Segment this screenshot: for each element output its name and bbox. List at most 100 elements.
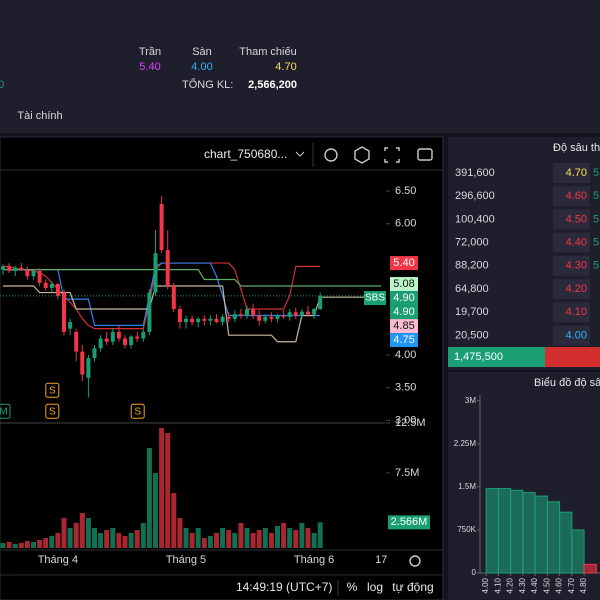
row-extra: 5 (593, 190, 599, 202)
volume-bar (43, 538, 49, 548)
price-tag (390, 305, 418, 320)
depth-x-label: 4.00 (481, 577, 490, 593)
candle-body (110, 331, 115, 342)
price-cell (553, 325, 590, 346)
candle-body (220, 316, 225, 323)
depth-x-label: 4.40 (530, 577, 539, 593)
depth-x-label: 4.20 (506, 577, 515, 593)
row-extra: 5 (593, 167, 599, 179)
volume-bar (311, 533, 317, 548)
row-volume: 19,700 (455, 306, 489, 318)
depth-step (546, 501, 561, 574)
settings-icon[interactable] (354, 146, 370, 164)
change: 0 (0, 79, 4, 91)
candle-body (159, 204, 164, 250)
x-tick-label: Tháng 4 (38, 554, 78, 566)
candle-body (62, 292, 66, 332)
gear-icon[interactable] (409, 555, 421, 567)
y-tick-label: 3.50 (395, 382, 416, 394)
price-tag (390, 256, 418, 271)
price-cell (553, 255, 590, 276)
candle-body (251, 308, 256, 316)
volume-bar (24, 541, 30, 548)
signal-label: M (0, 406, 8, 417)
indicator-icon[interactable] (324, 148, 338, 162)
price-tag (390, 277, 418, 292)
signal-box (0, 403, 11, 419)
bid-total-bar (448, 347, 545, 367)
volume-bar (220, 528, 226, 548)
candle-body (299, 311, 304, 316)
bid-total: 1,475,500 (454, 351, 503, 363)
volume-tick-label: 7.5M (395, 467, 419, 479)
candle-body (171, 286, 176, 309)
tab[interactable]: Tài chính (17, 110, 62, 122)
symbol-tag (364, 291, 386, 306)
volume-bar (275, 526, 280, 548)
ceiling-label: Trần (139, 46, 161, 58)
row-extra: 5 (593, 260, 599, 272)
depth-step (559, 511, 573, 574)
depth-step (485, 488, 499, 574)
depth-x-label: 4.80 (579, 577, 588, 593)
volume-bar (256, 530, 262, 548)
volume-bar (244, 528, 250, 548)
candle-body (275, 315, 280, 319)
volume-bar (189, 533, 195, 548)
candle-body (13, 267, 18, 271)
candle-body (19, 267, 24, 270)
price-tag-label: 4.85 (393, 320, 414, 332)
row-volume: 296,600 (455, 190, 495, 202)
volume-bar (214, 533, 219, 548)
candle-body (318, 295, 323, 309)
candle-body (68, 322, 73, 329)
candle-body (74, 331, 79, 352)
volume-bar (73, 523, 79, 548)
price-cell (553, 232, 590, 253)
row-volume: 100,400 (455, 213, 495, 225)
chart-panel (0, 136, 444, 600)
price-tag-label: 4.90 (393, 292, 414, 304)
price-tag (390, 291, 418, 306)
signal-label: S (49, 406, 56, 417)
log-button[interactable]: log (367, 580, 383, 594)
camera-icon[interactable] (417, 148, 433, 161)
candle-body (25, 269, 30, 277)
volume-bar (67, 528, 73, 548)
volume-bar (201, 538, 207, 548)
volume-bar (104, 530, 110, 548)
order-book: 391,600 4.70 5 296,600 4.60 5 100,400 4.50 5 72,0… (455, 163, 599, 346)
candle-body (263, 316, 268, 321)
row-volume: 88,200 (455, 260, 489, 272)
candle-body (293, 312, 298, 316)
row-price: 4.50 (566, 213, 587, 225)
volume-bar (12, 544, 18, 548)
candle-body (116, 331, 121, 339)
row-volume: 391,600 (455, 167, 495, 179)
row-price: 4.00 (566, 329, 587, 341)
chart-name[interactable]: chart_750680... (204, 147, 287, 161)
depth-step (534, 495, 548, 574)
candle-body (55, 284, 60, 296)
x-tick-label: Tháng 5 (166, 554, 206, 566)
dropdown-icon[interactable] (295, 151, 305, 157)
candle-body (141, 331, 146, 339)
percent-button[interactable]: % (347, 580, 358, 594)
auto-button[interactable]: tự động (392, 580, 433, 594)
candle-body (238, 314, 243, 316)
volume-bar (31, 542, 36, 548)
volume-tag (388, 515, 430, 530)
row-volume: 20,500 (455, 329, 489, 341)
candle-body (43, 282, 48, 288)
volume-bar (207, 536, 213, 548)
candle-body (287, 312, 292, 317)
row-extra: 5 (593, 237, 599, 249)
fullscreen-icon[interactable] (384, 147, 400, 163)
candle-body (208, 318, 213, 321)
volume-bar (55, 533, 61, 548)
volume-bar (61, 518, 67, 548)
signal-box (130, 403, 145, 419)
volume-bar (262, 528, 268, 548)
row-volume: 72,000 (455, 237, 489, 249)
